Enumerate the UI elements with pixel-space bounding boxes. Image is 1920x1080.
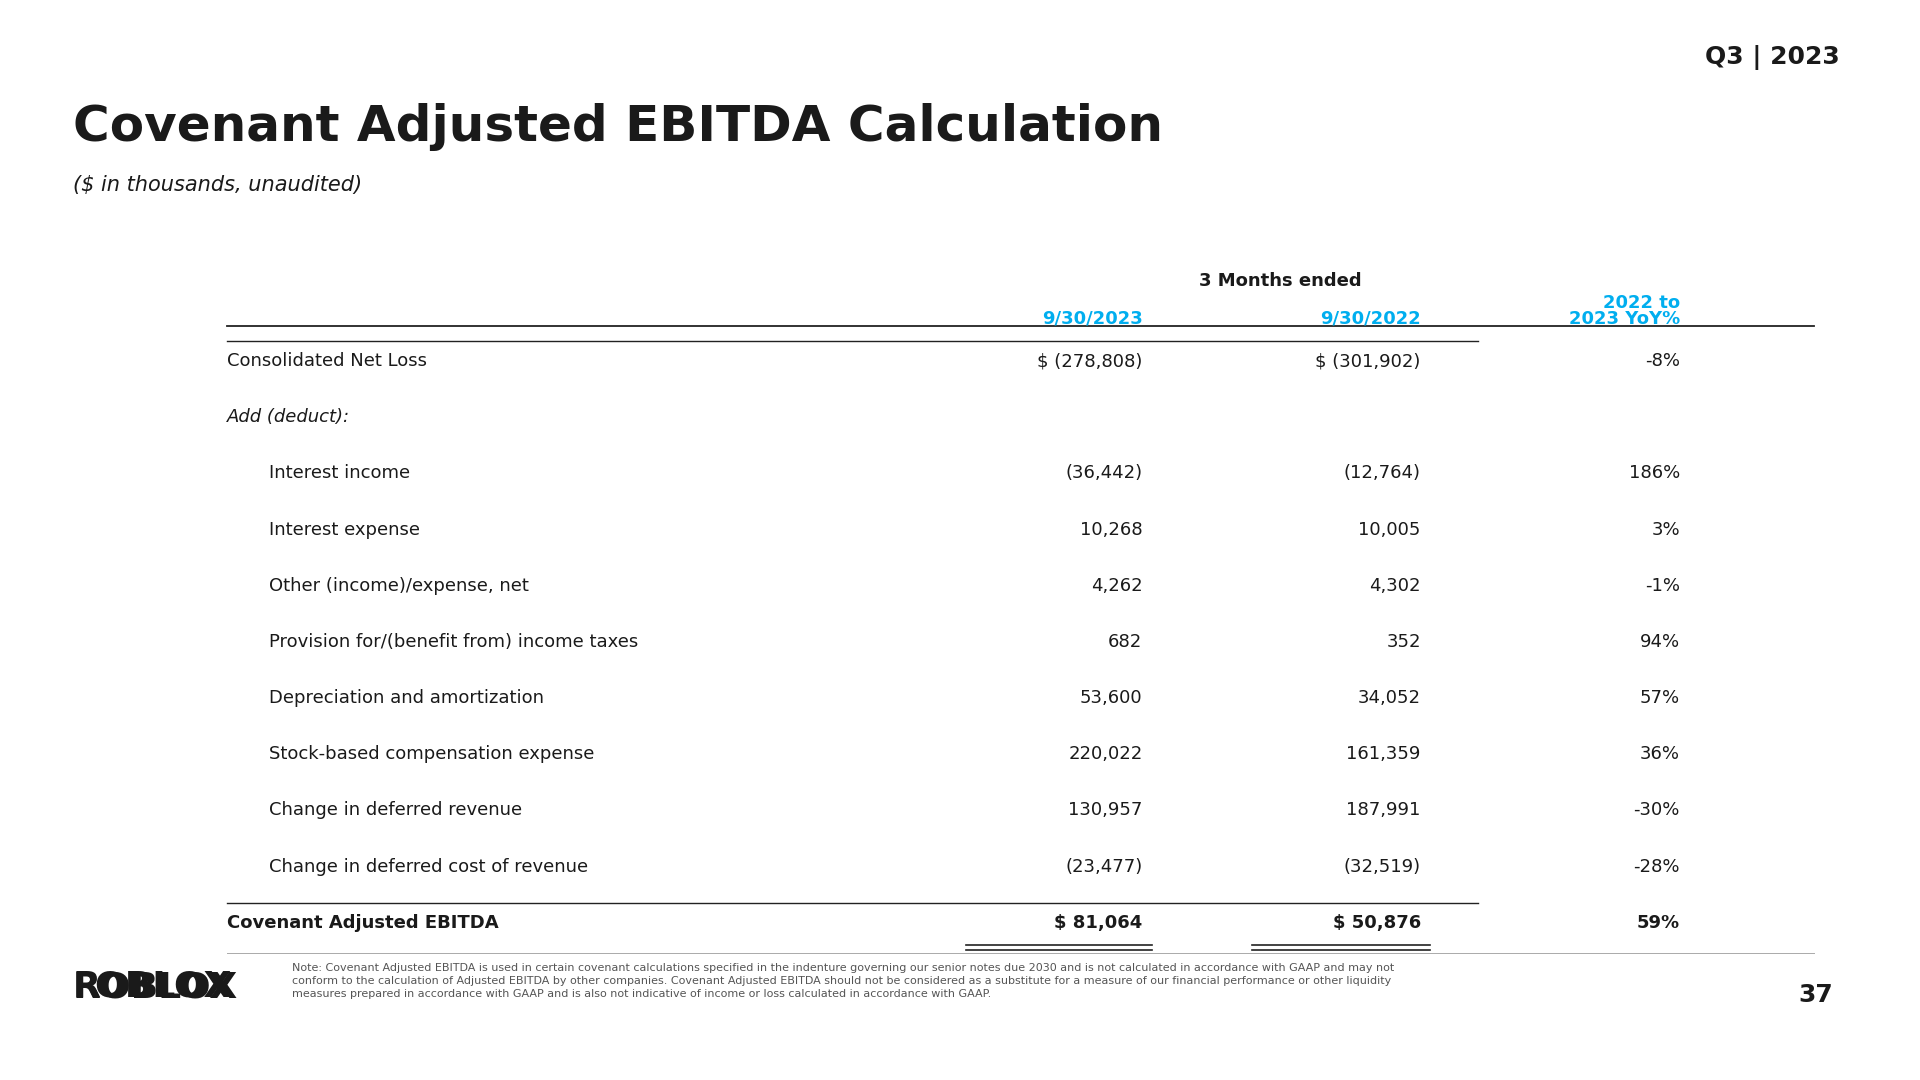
- Text: ($ in thousands, unaudited): ($ in thousands, unaudited): [73, 175, 363, 195]
- Text: Covenant Adjusted EBITDA Calculation: Covenant Adjusted EBITDA Calculation: [73, 103, 1164, 150]
- Text: 4,262: 4,262: [1091, 577, 1142, 595]
- Text: 34,052: 34,052: [1357, 689, 1421, 707]
- Text: R: R: [73, 970, 102, 1003]
- Text: ROBLOX: ROBLOX: [73, 971, 238, 1004]
- Text: -28%: -28%: [1634, 858, 1680, 876]
- Text: (23,477): (23,477): [1066, 858, 1142, 876]
- Text: 161,359: 161,359: [1346, 745, 1421, 764]
- Text: 37: 37: [1799, 983, 1834, 1007]
- Text: -30%: -30%: [1634, 801, 1680, 820]
- Text: 10,268: 10,268: [1079, 521, 1142, 539]
- Text: Provision for/(benefit from) income taxes: Provision for/(benefit from) income taxe…: [269, 633, 637, 651]
- Text: 9/30/2023: 9/30/2023: [1043, 310, 1142, 328]
- Text: -8%: -8%: [1645, 352, 1680, 370]
- Text: Stock-based compensation expense: Stock-based compensation expense: [269, 745, 593, 764]
- Text: 130,957: 130,957: [1068, 801, 1142, 820]
- Text: Interest expense: Interest expense: [269, 521, 420, 539]
- Text: 186%: 186%: [1628, 464, 1680, 483]
- Text: $ (301,902): $ (301,902): [1315, 352, 1421, 370]
- Text: -1%: -1%: [1645, 577, 1680, 595]
- Text: 2023 YoY%: 2023 YoY%: [1569, 310, 1680, 328]
- Text: $ 81,064: $ 81,064: [1054, 914, 1142, 932]
- Text: 36%: 36%: [1640, 745, 1680, 764]
- Text: Covenant Adjusted EBITDA: Covenant Adjusted EBITDA: [227, 914, 497, 932]
- Text: 53,600: 53,600: [1079, 689, 1142, 707]
- Text: Change in deferred revenue: Change in deferred revenue: [269, 801, 522, 820]
- Text: measures prepared in accordance with GAAP and is also not indicative of income o: measures prepared in accordance with GAA…: [292, 989, 991, 999]
- Text: (32,519): (32,519): [1344, 858, 1421, 876]
- Text: 4,302: 4,302: [1369, 577, 1421, 595]
- Text: Q3 | 2023: Q3 | 2023: [1705, 45, 1839, 70]
- Text: Change in deferred cost of revenue: Change in deferred cost of revenue: [269, 858, 588, 876]
- Text: 10,005: 10,005: [1359, 521, 1421, 539]
- Text: 59%: 59%: [1638, 914, 1680, 932]
- Text: 220,022: 220,022: [1068, 745, 1142, 764]
- Text: Consolidated Net Loss: Consolidated Net Loss: [227, 352, 426, 370]
- Text: 3%: 3%: [1651, 521, 1680, 539]
- Text: Other (income)/expense, net: Other (income)/expense, net: [269, 577, 528, 595]
- Text: $ 50,876: $ 50,876: [1332, 914, 1421, 932]
- Text: 9/30/2022: 9/30/2022: [1321, 310, 1421, 328]
- Text: 57%: 57%: [1640, 689, 1680, 707]
- Text: Add (deduct):: Add (deduct):: [227, 408, 349, 427]
- Text: 352: 352: [1386, 633, 1421, 651]
- Text: 187,991: 187,991: [1346, 801, 1421, 820]
- Text: $ (278,808): $ (278,808): [1037, 352, 1142, 370]
- Text: RØBLOX: RØBLOX: [73, 970, 238, 1003]
- Text: OBLOX: OBLOX: [94, 970, 232, 1003]
- Text: Interest income: Interest income: [269, 464, 411, 483]
- Text: Depreciation and amortization: Depreciation and amortization: [269, 689, 543, 707]
- Text: 682: 682: [1108, 633, 1142, 651]
- Text: 94%: 94%: [1640, 633, 1680, 651]
- Text: (36,442): (36,442): [1066, 464, 1142, 483]
- Text: conform to the calculation of Adjusted EBITDA by other companies. Covenant Adjus: conform to the calculation of Adjusted E…: [292, 976, 1392, 986]
- Text: (12,764): (12,764): [1344, 464, 1421, 483]
- Text: Note: Covenant Adjusted EBITDA is used in certain covenant calculations specifie: Note: Covenant Adjusted EBITDA is used i…: [292, 963, 1394, 973]
- Text: 2022 to: 2022 to: [1603, 294, 1680, 312]
- Text: 3 Months ended: 3 Months ended: [1200, 272, 1361, 291]
